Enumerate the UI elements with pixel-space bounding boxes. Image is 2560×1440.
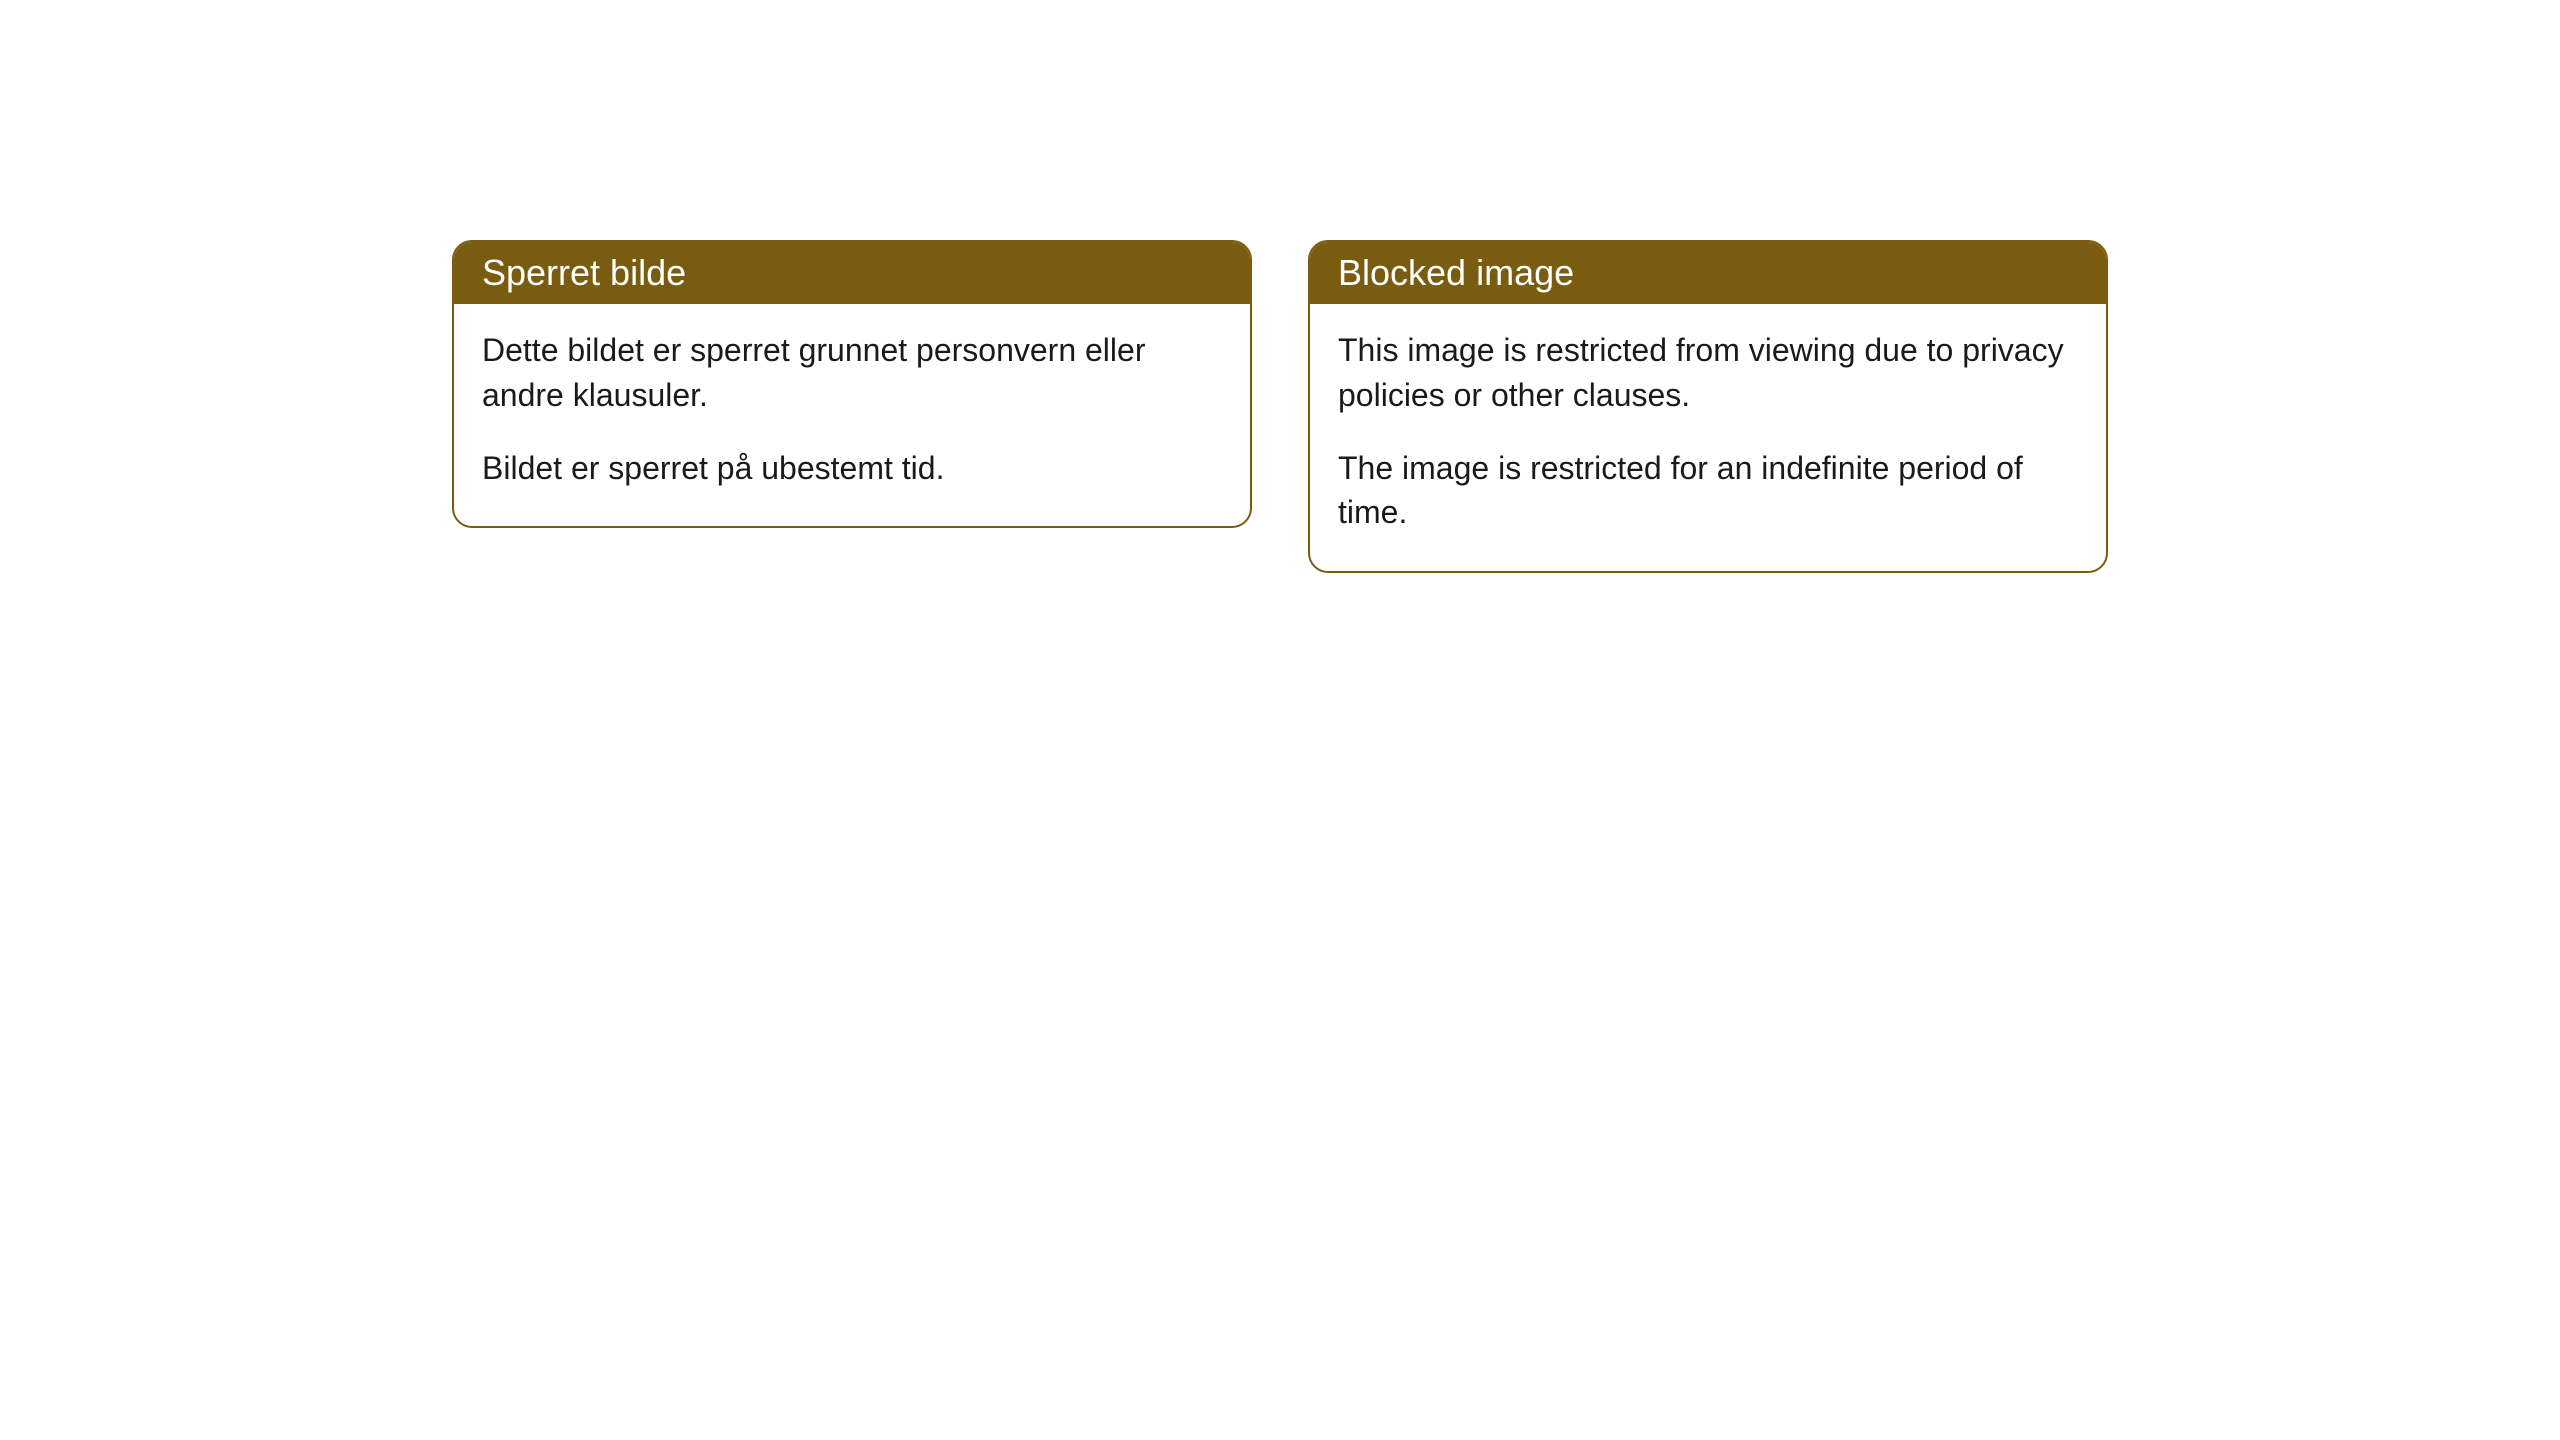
notice-cards-container: Sperret bilde Dette bildet er sperret gr… [452, 240, 2108, 1440]
card-title: Sperret bilde [454, 242, 1250, 304]
card-paragraph: The image is restricted for an indefinit… [1338, 446, 2078, 536]
card-paragraph: Bildet er sperret på ubestemt tid. [482, 446, 1222, 491]
card-paragraph: This image is restricted from viewing du… [1338, 328, 2078, 418]
card-body: This image is restricted from viewing du… [1310, 304, 2106, 571]
card-paragraph: Dette bildet er sperret grunnet personve… [482, 328, 1222, 418]
blocked-image-card-english: Blocked image This image is restricted f… [1308, 240, 2108, 573]
card-body: Dette bildet er sperret grunnet personve… [454, 304, 1250, 526]
blocked-image-card-norwegian: Sperret bilde Dette bildet er sperret gr… [452, 240, 1252, 528]
card-title: Blocked image [1310, 242, 2106, 304]
